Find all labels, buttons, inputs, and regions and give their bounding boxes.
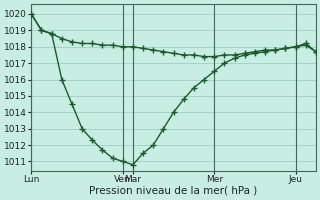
X-axis label: Pression niveau de la mer( hPa ): Pression niveau de la mer( hPa ) (90, 186, 258, 196)
